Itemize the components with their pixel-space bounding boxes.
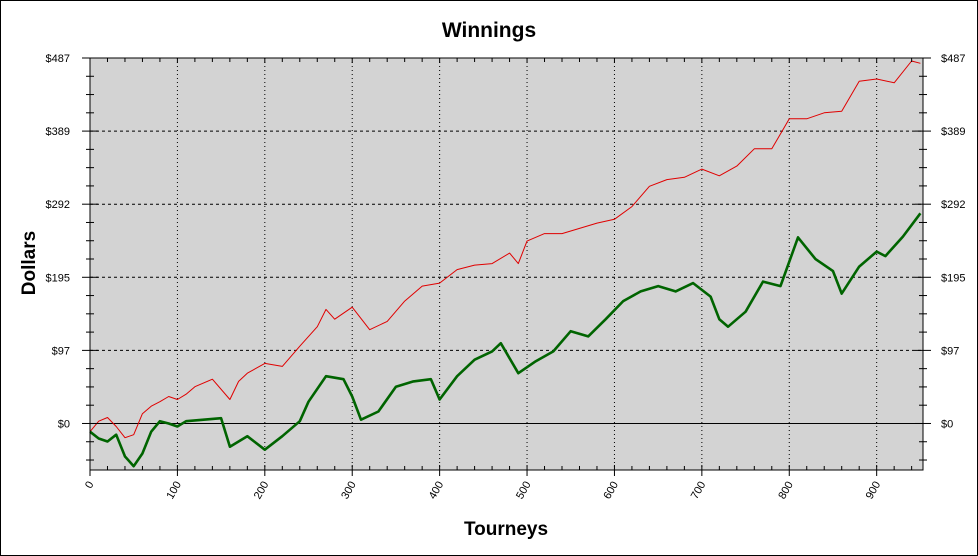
x-tick-label: 500	[514, 480, 534, 502]
y-tick-label-right: $97	[941, 345, 959, 357]
x-tick-label: 800	[776, 480, 796, 502]
x-tick-label: 200	[252, 480, 272, 502]
chart-title: Winnings	[442, 19, 536, 42]
x-tick-label: 100	[164, 480, 184, 502]
y-tick-label-left: $292	[46, 199, 70, 211]
y-tick-label-left: $0	[58, 418, 70, 430]
y-tick-label-right: $0	[941, 418, 953, 430]
x-tick-label: 600	[601, 480, 621, 502]
x-tick-label: 400	[427, 480, 447, 502]
y-tick-label-left: $487	[46, 53, 70, 65]
x-axis-label: Tourneys	[464, 519, 548, 540]
y-tick-label-right: $389	[941, 126, 965, 138]
y-tick-label-left: $97	[52, 345, 70, 357]
x-tick-label: 300	[339, 480, 359, 502]
y-tick-label-left: $195	[46, 272, 70, 284]
y-axis-label: Dollars	[19, 231, 40, 295]
y-tick-label-right: $195	[941, 272, 965, 284]
y-tick-label-right: $292	[941, 199, 965, 211]
plot-frame	[89, 57, 924, 471]
y-tick-label-right: $487	[941, 53, 965, 65]
series-line-2	[89, 212, 922, 468]
series-line-1	[89, 60, 921, 439]
y-tick-label-left: $389	[46, 126, 70, 138]
x-tick-label: 900	[864, 480, 884, 502]
gridlines	[90, 58, 923, 470]
series-group	[89, 60, 922, 468]
x-tick-label: 0	[83, 480, 96, 491]
plot-area	[90, 58, 923, 470]
x-tick-label: 700	[689, 480, 709, 502]
